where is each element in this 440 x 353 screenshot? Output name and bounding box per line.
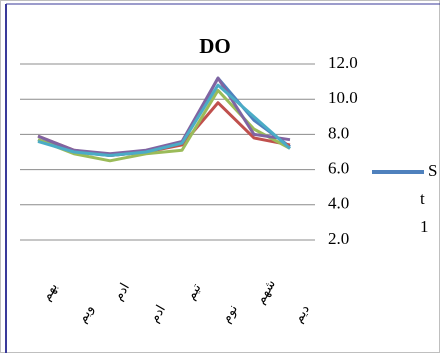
y-tick-label: 12.0 [328, 53, 358, 72]
series-line [37, 83, 291, 158]
legend-line: 1 [420, 217, 429, 236]
y-tick-label: 6.0 [328, 159, 349, 178]
y-tick-label: 10.0 [328, 88, 358, 107]
series-line [37, 76, 291, 156]
y-tick-label: 4.0 [328, 194, 349, 213]
y-tick-label: 8.0 [328, 123, 349, 142]
legend-line: S [428, 161, 437, 180]
y-tick-label: 2.0 [328, 229, 349, 248]
x-tick-label: تیم [183, 281, 204, 303]
chart-title: DO [199, 34, 231, 58]
legend-line: t [420, 189, 425, 208]
